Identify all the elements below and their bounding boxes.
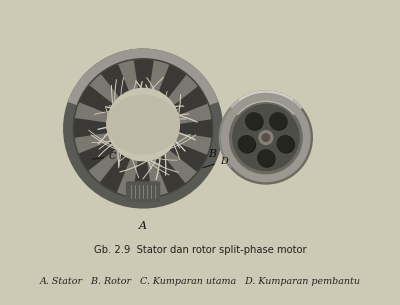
Wedge shape — [118, 61, 140, 105]
Wedge shape — [101, 144, 136, 192]
Wedge shape — [75, 119, 124, 138]
Wedge shape — [162, 119, 211, 138]
Text: C: C — [92, 152, 116, 161]
Wedge shape — [76, 132, 120, 154]
Wedge shape — [133, 60, 153, 109]
Wedge shape — [230, 91, 302, 114]
Wedge shape — [239, 91, 292, 105]
Wedge shape — [101, 65, 136, 113]
Circle shape — [271, 114, 287, 130]
Wedge shape — [167, 103, 211, 125]
Circle shape — [277, 136, 294, 152]
Wedge shape — [158, 136, 206, 171]
Wedge shape — [147, 152, 168, 196]
Text: A. Stator   B. Rotor   C. Kumparan utama   D. Kumparan pembantu: A. Stator B. Rotor C. Kumparan utama D. … — [40, 277, 360, 286]
Circle shape — [246, 114, 263, 130]
Circle shape — [270, 113, 286, 129]
FancyBboxPatch shape — [127, 182, 160, 202]
Wedge shape — [147, 61, 168, 105]
Circle shape — [239, 137, 256, 153]
Wedge shape — [150, 144, 185, 192]
Wedge shape — [150, 65, 185, 113]
Circle shape — [262, 134, 270, 141]
Wedge shape — [158, 86, 206, 121]
Wedge shape — [220, 108, 236, 167]
Wedge shape — [76, 103, 120, 125]
Wedge shape — [90, 75, 127, 113]
Text: D: D — [203, 156, 228, 168]
Text: Gb. 2.9  Stator dan rotor split-phase motor: Gb. 2.9 Stator dan rotor split-phase mot… — [94, 245, 306, 255]
Wedge shape — [159, 75, 197, 113]
Wedge shape — [90, 144, 127, 182]
Ellipse shape — [107, 95, 179, 154]
Circle shape — [107, 88, 179, 161]
Circle shape — [64, 49, 222, 208]
Circle shape — [220, 91, 312, 184]
Text: B: B — [208, 149, 216, 159]
Circle shape — [246, 113, 262, 129]
Text: A: A — [139, 221, 147, 231]
Circle shape — [259, 151, 275, 167]
Wedge shape — [80, 136, 128, 171]
Wedge shape — [80, 86, 128, 121]
Circle shape — [233, 105, 299, 170]
Wedge shape — [118, 152, 140, 196]
Wedge shape — [133, 148, 153, 197]
Wedge shape — [167, 132, 211, 154]
Circle shape — [278, 137, 294, 153]
Wedge shape — [68, 49, 218, 105]
Circle shape — [258, 150, 274, 166]
Circle shape — [259, 131, 273, 145]
Circle shape — [238, 136, 255, 152]
Wedge shape — [159, 144, 197, 182]
